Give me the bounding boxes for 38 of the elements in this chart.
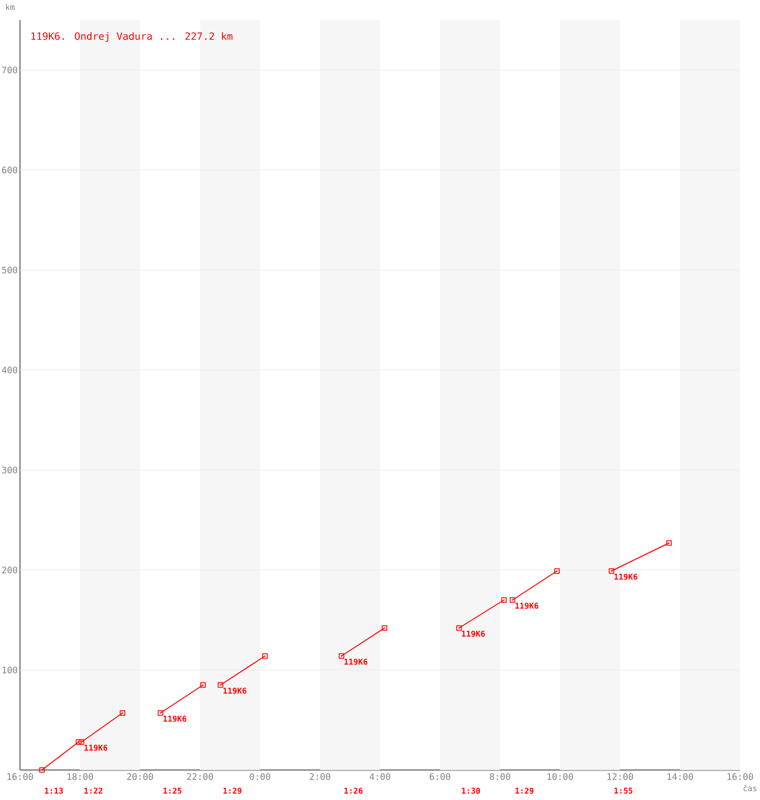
x-tick-label: 8:00 — [490, 773, 510, 780]
x-tick-label: 14:00 — [668, 773, 693, 780]
x-tick-label: 0:00 — [250, 773, 270, 780]
annotation: 119K6 — [462, 630, 485, 637]
text: 1:26 — [344, 788, 363, 794]
x-tick-label: 16:00 — [728, 773, 753, 780]
x-axis-title: čas — [744, 784, 756, 792]
text: 1:29 — [515, 788, 534, 794]
x-tick-label: 16:00 — [8, 773, 33, 780]
text: 1:30 — [462, 788, 480, 794]
text: 1:29 — [223, 788, 242, 794]
x-tick-label: 6:00 — [430, 773, 450, 780]
x-tick-label: 2:00 — [310, 773, 330, 780]
y-axis-title: km — [6, 4, 14, 10]
x-tick-label: 18:00 — [68, 773, 93, 780]
y-tick-label: 500 — [2, 266, 18, 274]
annotation: 119K6 — [163, 716, 186, 722]
y-tick-label: 100 — [2, 666, 18, 674]
y-tick-label: 200 — [2, 566, 18, 574]
text: 1:22 — [84, 788, 102, 794]
annotation: 119K6 — [344, 658, 368, 665]
annotation: 119K6 — [84, 744, 108, 751]
annotation: 119K6 — [614, 574, 638, 580]
text: 1:13 — [44, 788, 63, 794]
y-tick-label: 600 — [2, 166, 18, 174]
y-tick-label: 400 — [2, 366, 18, 374]
y-tick-label: 700 — [2, 66, 18, 74]
text: 1:55 — [614, 788, 632, 794]
text: 119K6. Ondrej Vadura ... 227.2 km — [31, 32, 232, 42]
annotation: 119K6 — [223, 688, 246, 694]
x-tick-label: 20:00 — [127, 773, 153, 780]
y-tick-label: 300 — [2, 466, 18, 474]
annotation: 119K6 — [515, 602, 538, 609]
x-tick-label: 22:00 — [187, 773, 213, 780]
x-tick-label: 12:00 — [608, 773, 633, 780]
x-tick-label: 4:00 — [370, 773, 390, 780]
text: 1:25 — [163, 788, 182, 794]
x-tick-label: 10:00 — [548, 773, 573, 780]
